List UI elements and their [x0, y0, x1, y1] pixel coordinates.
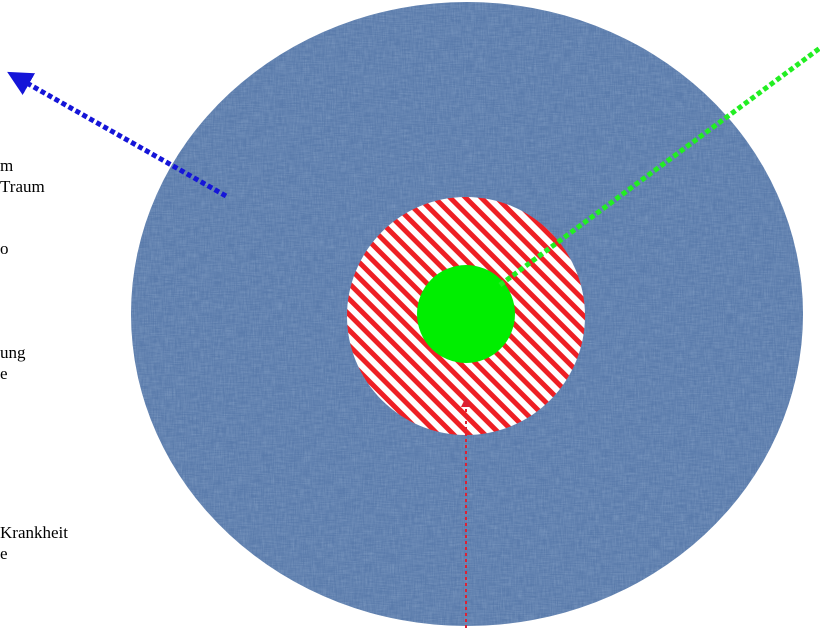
green-arrow — [498, 45, 820, 288]
label-ung: ung — [0, 343, 26, 362]
label-e-1: e — [0, 364, 8, 383]
label-krankheit: Krankheit — [0, 523, 68, 542]
inner-circle — [417, 265, 515, 363]
label-o: o — [0, 239, 9, 258]
label-m: m — [0, 156, 14, 175]
label-traum: Traum — [0, 177, 45, 196]
label-e-2: e — [0, 544, 8, 563]
